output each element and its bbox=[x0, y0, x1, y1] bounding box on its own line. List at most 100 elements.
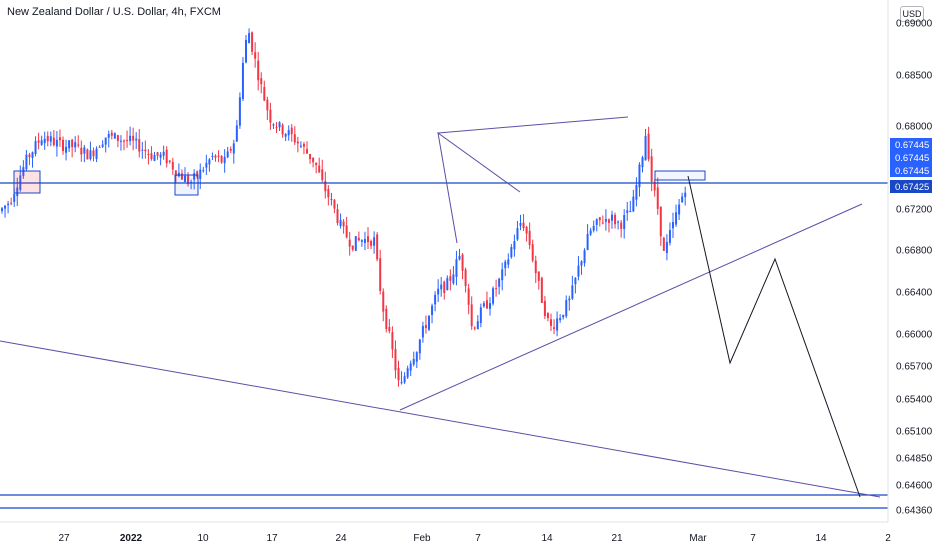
candle-body bbox=[116, 135, 119, 141]
candle-body bbox=[403, 376, 406, 383]
candle-body bbox=[473, 327, 476, 329]
candle-body bbox=[71, 139, 74, 148]
candle-body bbox=[287, 130, 290, 136]
candle-body bbox=[434, 294, 437, 305]
candle-body bbox=[263, 86, 266, 101]
candle-body bbox=[482, 303, 485, 307]
candle-body bbox=[363, 238, 366, 244]
candle-body bbox=[296, 141, 299, 144]
candle-body bbox=[25, 154, 28, 170]
price-tick-label: 0.66000 bbox=[896, 330, 932, 341]
price-tick-label: 0.65400 bbox=[896, 395, 932, 406]
candle-body bbox=[107, 133, 110, 138]
candle-body bbox=[278, 122, 281, 128]
candle-body bbox=[260, 78, 263, 85]
candle-body bbox=[153, 155, 156, 161]
time-tick-label: 21 bbox=[611, 533, 623, 544]
candle-body bbox=[254, 52, 257, 59]
candle-body bbox=[647, 133, 650, 160]
candle-body bbox=[415, 352, 418, 362]
candle-body bbox=[507, 259, 510, 265]
candle-body bbox=[199, 169, 202, 179]
candle-body bbox=[113, 133, 116, 139]
candle-body bbox=[251, 32, 254, 52]
candle-body bbox=[400, 382, 403, 384]
candle-body bbox=[86, 149, 89, 160]
highlight-box bbox=[174, 174, 199, 196]
candle-body bbox=[675, 212, 678, 225]
drawings-layer bbox=[0, 116, 888, 509]
candle-body bbox=[443, 281, 446, 293]
candle-body bbox=[559, 318, 562, 321]
candle-body bbox=[333, 199, 336, 209]
candle-body bbox=[46, 135, 49, 142]
candle-body bbox=[235, 125, 238, 142]
candle-body bbox=[141, 149, 144, 151]
candle-body bbox=[336, 209, 339, 224]
time-tick-label: 14 bbox=[815, 533, 827, 544]
candle-body bbox=[257, 60, 260, 81]
price-tag-label: 0.67445 bbox=[895, 153, 929, 164]
candle-body bbox=[485, 300, 488, 309]
candle-body bbox=[589, 230, 592, 235]
candle-body bbox=[458, 255, 461, 260]
pattern-lines bbox=[437, 131, 521, 244]
candle-body bbox=[318, 165, 321, 173]
candle-body bbox=[562, 314, 565, 318]
candle-body bbox=[461, 254, 464, 271]
candle-body bbox=[104, 137, 107, 145]
candle-body bbox=[635, 185, 638, 200]
candle-body bbox=[208, 159, 211, 165]
candle-body bbox=[309, 153, 312, 160]
candle-body bbox=[31, 152, 34, 159]
candle-body bbox=[174, 170, 177, 176]
candle-body bbox=[424, 325, 427, 329]
time-tick-label: 7 bbox=[475, 533, 481, 544]
candle-body bbox=[638, 164, 641, 188]
candle-body bbox=[49, 136, 52, 142]
candle-body bbox=[553, 327, 556, 329]
candle-body bbox=[13, 194, 16, 202]
candle-body bbox=[290, 127, 293, 135]
candle-body bbox=[351, 245, 354, 250]
price-tag-box bbox=[890, 164, 932, 177]
price-tick-label: 0.64600 bbox=[896, 481, 932, 492]
candle-body bbox=[129, 135, 132, 142]
price-tick-label: 0.65700 bbox=[896, 362, 932, 373]
candle-body bbox=[382, 291, 385, 312]
candle-body bbox=[449, 276, 452, 281]
candle-body bbox=[232, 143, 235, 154]
candle-body bbox=[592, 225, 595, 231]
candle-body bbox=[623, 215, 626, 229]
candle-body bbox=[92, 150, 95, 157]
candle-body bbox=[110, 132, 113, 136]
descending-trendline bbox=[0, 340, 881, 498]
candle-body bbox=[58, 137, 61, 141]
candle-body bbox=[43, 138, 46, 144]
candle-body bbox=[302, 143, 305, 147]
candle-body bbox=[220, 156, 223, 163]
candle-body bbox=[52, 137, 55, 146]
candle-body bbox=[620, 222, 623, 229]
currency-button[interactable]: USD bbox=[900, 6, 924, 22]
candle-body bbox=[394, 349, 397, 371]
candle-body bbox=[132, 135, 135, 141]
candle-body bbox=[28, 154, 31, 158]
candle-body bbox=[571, 285, 574, 299]
candle-body bbox=[135, 138, 138, 141]
candle-body bbox=[470, 304, 473, 327]
time-tick-label: 24 bbox=[335, 533, 347, 544]
candle-body bbox=[595, 219, 598, 225]
candle-body bbox=[187, 175, 190, 185]
candle-body bbox=[184, 175, 186, 182]
candle-body bbox=[406, 368, 409, 378]
candle-body bbox=[565, 300, 568, 317]
price-tick-label: 0.65100 bbox=[896, 427, 932, 438]
candle-body bbox=[546, 313, 549, 318]
candle-body bbox=[171, 162, 174, 170]
candle-body bbox=[89, 150, 92, 160]
candle-body bbox=[193, 173, 196, 180]
candle-body bbox=[4, 205, 7, 209]
candle-body bbox=[98, 146, 101, 148]
